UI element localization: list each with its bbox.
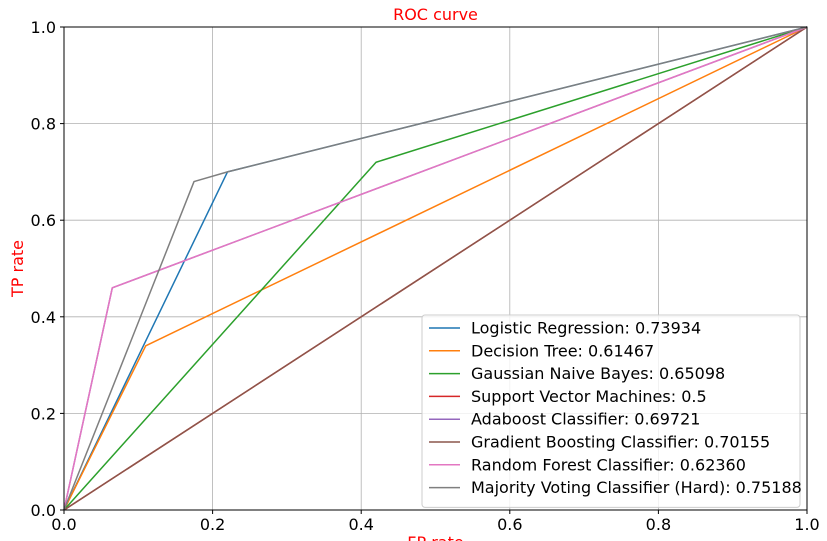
legend-label: Gaussian Naive Bayes: 0.65098 (471, 364, 725, 383)
x-tick-label: 0.4 (348, 515, 373, 534)
legend-label: Logistic Regression: 0.73934 (471, 319, 701, 338)
series-line (63, 26, 808, 511)
legend-box (421, 314, 801, 508)
x-tick-label: 0.2 (200, 515, 225, 534)
x-tick-label: 1.0 (794, 515, 819, 534)
series-line (63, 26, 808, 511)
y-tick-label: 0.6 (31, 211, 56, 230)
x-tick-label: 0.8 (646, 515, 671, 534)
series-line (63, 26, 808, 511)
series-line (63, 26, 808, 511)
legend-label: Support Vector Machines: 0.5 (471, 387, 707, 406)
series-line (63, 26, 808, 511)
legend: Logistic Regression: 0.73934 Decision Tre… (421, 314, 802, 508)
x-tick-label: 0.0 (51, 515, 76, 534)
legend-label: Majority Voting Classifier (Hard): 0.751… (471, 478, 802, 497)
y-axis-title: TP rate (8, 240, 27, 298)
legend-label: Gradient Boosting Classifier: 0.70155 (471, 433, 770, 452)
plot-frame (63, 26, 808, 511)
legend-label: Adaboost Classifier: 0.69721 (471, 410, 700, 429)
legend-label: Decision Tree: 0.61467 (471, 341, 654, 360)
y-tick-label: 0.4 (31, 308, 56, 327)
legend-label: Random Forest Classifier: 0.62360 (471, 455, 746, 474)
chart-title: ROC curve (393, 5, 478, 24)
x-axis-title: FP rate (407, 533, 463, 541)
y-tick-label: 1.0 (31, 18, 56, 37)
axis-ticks: 0.0 0.2 0.4 0.6 0.8 1.0 0.0 0.2 0.4 0.6 0.8 1.0 (31, 18, 820, 534)
y-tick-label: 0.8 (31, 115, 56, 134)
y-tick-label: 0.2 (31, 404, 56, 423)
x-tick-label: 0.6 (497, 515, 522, 534)
series-lines (63, 26, 808, 511)
y-tick-label: 0.0 (31, 501, 56, 520)
